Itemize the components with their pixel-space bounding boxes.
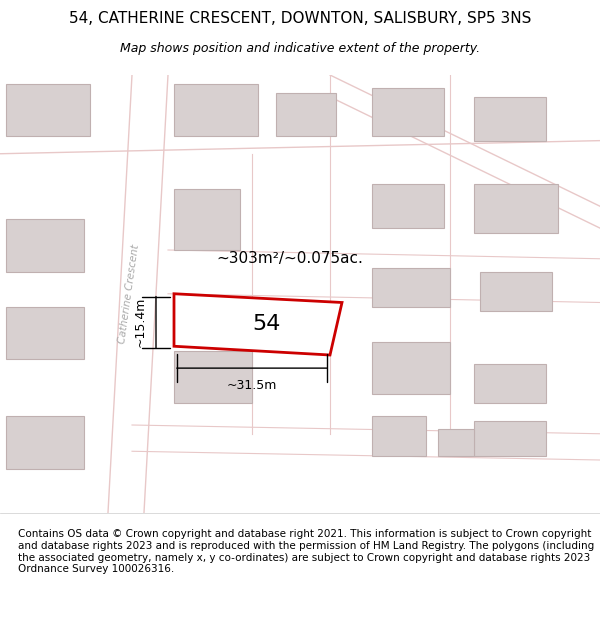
Text: ~15.4m: ~15.4m — [134, 297, 147, 348]
Text: Catherine Crescent: Catherine Crescent — [117, 243, 141, 344]
Bar — [474, 421, 546, 456]
Bar — [6, 307, 84, 359]
Bar — [174, 189, 240, 250]
Bar — [372, 184, 444, 228]
Bar — [6, 416, 84, 469]
Bar — [438, 429, 474, 456]
Text: 54, CATHERINE CRESCENT, DOWNTON, SALISBURY, SP5 3NS: 54, CATHERINE CRESCENT, DOWNTON, SALISBU… — [69, 11, 531, 26]
Text: ~31.5m: ~31.5m — [227, 379, 277, 392]
Bar — [276, 92, 336, 136]
Bar — [372, 342, 450, 394]
Bar — [372, 268, 450, 307]
Text: 54: 54 — [253, 314, 281, 334]
Bar — [174, 84, 258, 136]
Polygon shape — [174, 294, 342, 355]
Bar — [474, 184, 558, 232]
Text: Map shows position and indicative extent of the property.: Map shows position and indicative extent… — [120, 42, 480, 55]
Bar — [174, 351, 252, 403]
Bar — [474, 97, 546, 141]
Bar — [480, 272, 552, 311]
Text: ~303m²/~0.075ac.: ~303m²/~0.075ac. — [216, 251, 363, 266]
Text: Contains OS data © Crown copyright and database right 2021. This information is : Contains OS data © Crown copyright and d… — [18, 529, 594, 574]
Bar — [474, 364, 546, 403]
Bar — [6, 219, 84, 272]
Bar — [6, 84, 90, 136]
Bar — [372, 416, 426, 456]
Bar — [372, 88, 444, 136]
